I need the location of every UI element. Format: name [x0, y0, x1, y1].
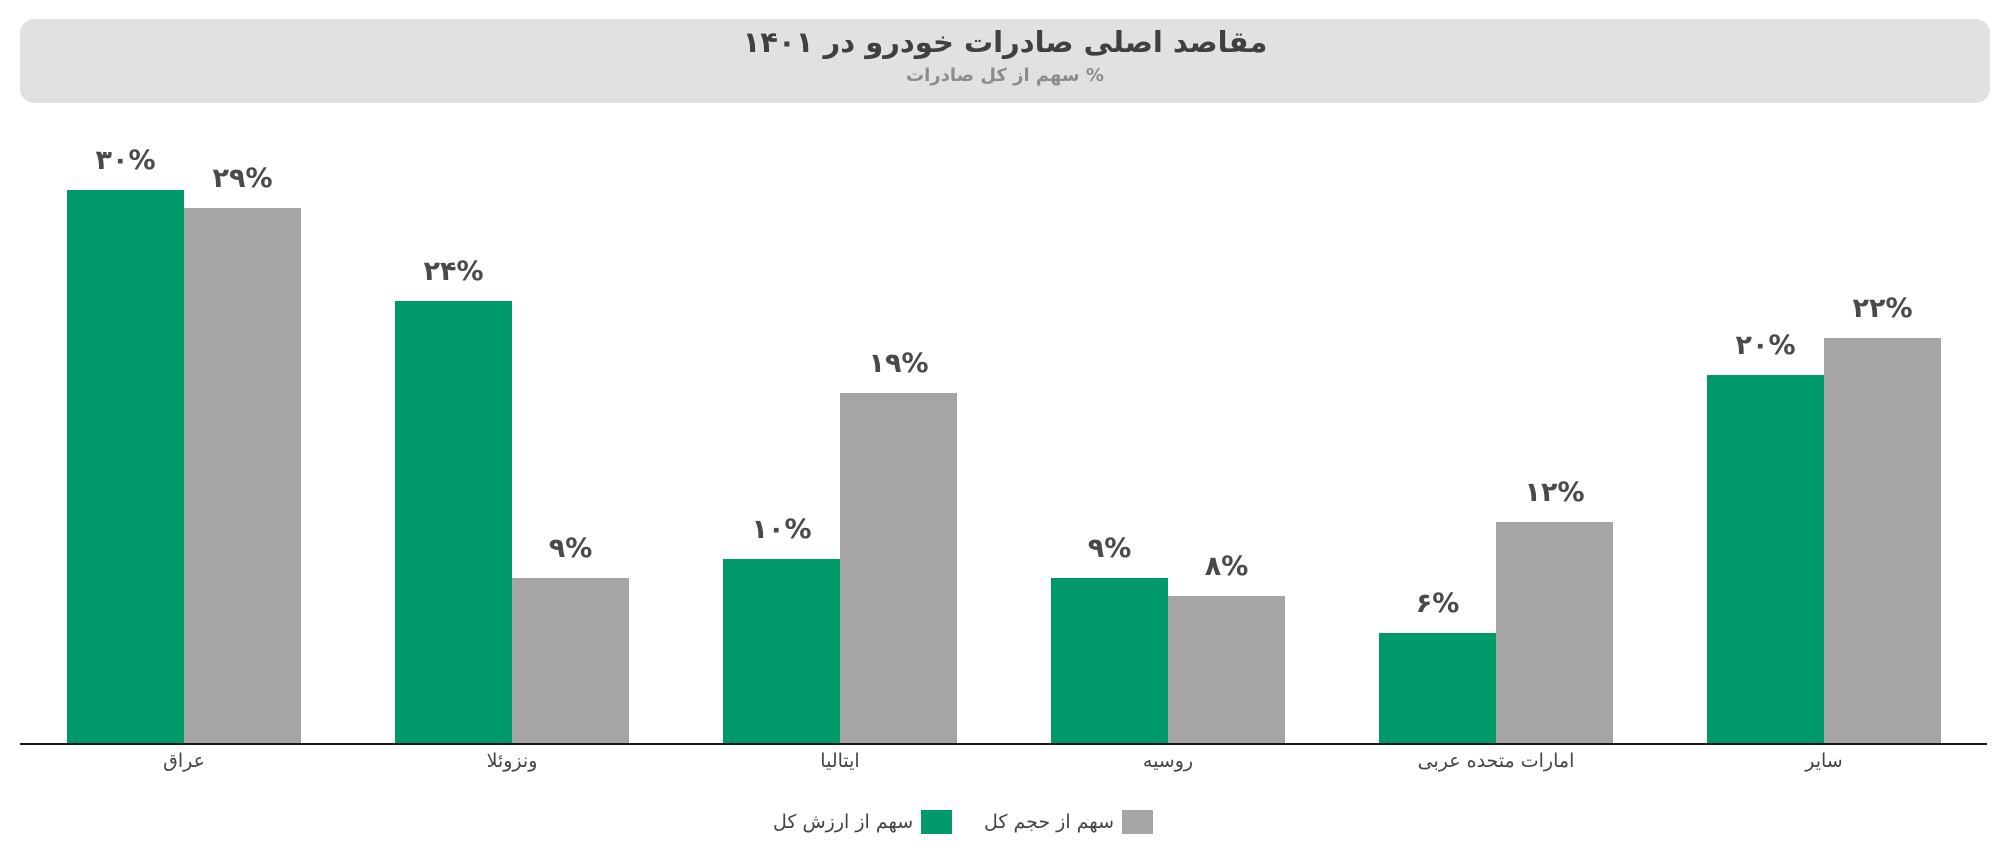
data-label: ۹%	[1087, 533, 1132, 564]
chart-title: مقاصد اصلی صادرات خودرو در ۱۴۰۱	[742, 25, 1268, 59]
x-axis-line	[20, 743, 1987, 745]
bar-value-share	[1707, 375, 1824, 744]
data-label: ۱۰%	[751, 514, 812, 545]
legend: سهم از ارزش کل سهم از حجم کل	[0, 808, 2012, 836]
legend-swatch-green	[921, 810, 953, 834]
legend-label: سهم از ارزش کل	[773, 811, 914, 833]
bar-value-share	[67, 190, 184, 744]
bar-value-share	[395, 301, 512, 744]
legend-item-volume-share: سهم از حجم کل	[984, 808, 1153, 836]
bar-volume-share	[512, 578, 629, 744]
data-label: ۲۴%	[423, 256, 484, 287]
category-label: سایر	[1805, 750, 1843, 772]
bar-volume-share	[1824, 338, 1941, 744]
bar-volume-share	[1168, 596, 1285, 744]
category-label: روسیه	[1142, 750, 1194, 772]
bar-value-share	[1051, 578, 1168, 744]
bar-value-share	[723, 559, 840, 744]
data-label: ۶%	[1415, 588, 1460, 619]
data-label: ۱۲%	[1524, 477, 1585, 508]
data-label: ۳۰%	[95, 145, 156, 176]
category-label: امارات متحده عربی	[1417, 750, 1575, 772]
chart-header: مقاصد اصلی صادرات خودرو در ۱۴۰۱ % سهم از…	[20, 19, 1990, 103]
legend-swatch-gray	[1122, 810, 1153, 834]
data-label: ۲۰%	[1735, 330, 1796, 361]
category-label: عراق	[163, 750, 205, 772]
data-label: ۱۹%	[868, 348, 929, 379]
legend-item-value-share: سهم از ارزش کل	[773, 808, 953, 836]
chart-subtitle: % سهم از کل صادرات	[906, 65, 1104, 86]
bar-value-share	[1379, 633, 1496, 744]
bar-volume-share	[840, 393, 957, 744]
bar-volume-share	[1496, 522, 1613, 744]
legend-label: سهم از حجم کل	[984, 811, 1114, 833]
category-label: ایتالیا	[820, 750, 860, 772]
data-label: ۲۹%	[212, 163, 273, 194]
category-label: ونزوئلا	[486, 750, 538, 772]
bar-volume-share	[184, 208, 301, 744]
data-label: ۹%	[548, 533, 593, 564]
data-label: ۲۲%	[1852, 293, 1913, 324]
data-label: ۸%	[1204, 551, 1249, 582]
